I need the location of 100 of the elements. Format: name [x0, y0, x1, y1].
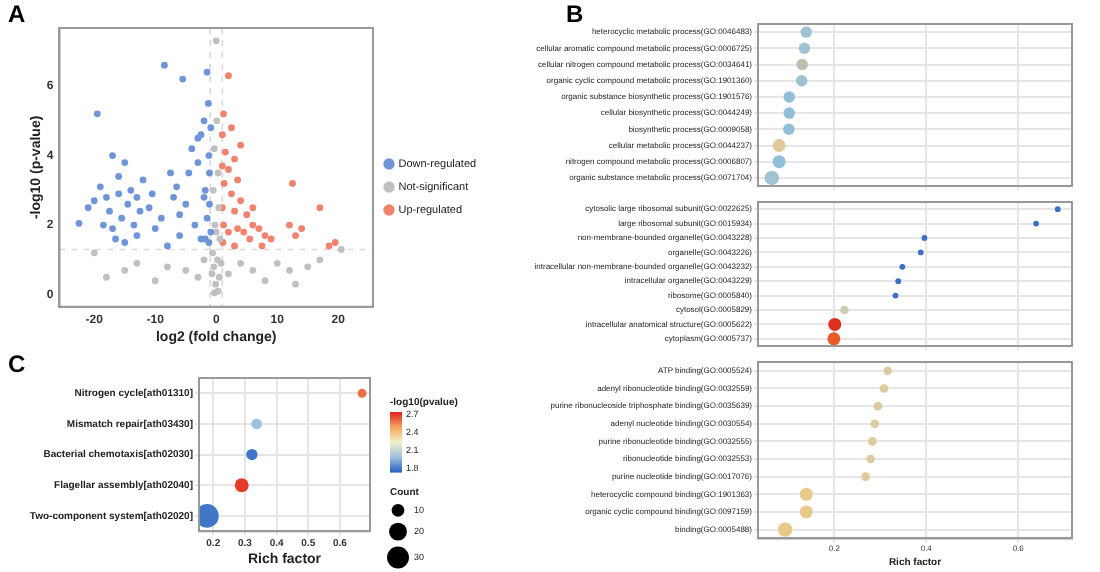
point [205, 152, 213, 159]
point [210, 263, 218, 271]
point [209, 186, 217, 194]
point [237, 141, 245, 149]
point [228, 124, 235, 132]
point [231, 242, 238, 250]
point [182, 200, 190, 208]
point [194, 273, 202, 281]
point [109, 152, 116, 159]
point [204, 100, 212, 107]
chart-title: B [566, 0, 584, 28]
point [136, 207, 144, 215]
point [200, 117, 208, 125]
point [127, 186, 135, 194]
point [160, 61, 168, 69]
point [151, 277, 159, 285]
point [221, 148, 229, 156]
point [203, 68, 211, 76]
point [249, 221, 257, 229]
point [228, 190, 235, 198]
point [133, 259, 141, 267]
point [173, 183, 180, 191]
point [207, 228, 215, 236]
point [188, 145, 196, 153]
point [121, 239, 129, 246]
point [212, 37, 220, 45]
point [209, 249, 216, 257]
point [220, 110, 227, 118]
point [240, 228, 248, 236]
point [206, 169, 213, 177]
point [75, 219, 83, 227]
point [151, 225, 159, 232]
point [206, 200, 213, 208]
point [201, 186, 209, 194]
point [213, 117, 221, 125]
point [225, 270, 232, 278]
point [292, 280, 299, 288]
point [115, 173, 123, 180]
point [273, 259, 281, 267]
point [211, 221, 219, 229]
point [121, 159, 129, 166]
point [325, 242, 333, 250]
point [179, 75, 187, 83]
point [237, 259, 245, 267]
point [185, 169, 193, 177]
point [170, 193, 177, 201]
point [234, 176, 241, 184]
point [337, 246, 345, 253]
point [133, 232, 141, 239]
point [112, 235, 119, 243]
point [84, 204, 92, 212]
point [106, 207, 113, 215]
point [249, 266, 257, 274]
point [215, 273, 223, 281]
point [218, 131, 226, 139]
point [255, 225, 263, 232]
point [145, 204, 153, 212]
point [96, 183, 104, 191]
point [267, 235, 275, 243]
point [292, 232, 299, 239]
point [316, 204, 324, 212]
point [130, 221, 138, 229]
point [109, 225, 116, 232]
chart-title: C [8, 350, 26, 378]
point [218, 162, 226, 170]
chart-title: A [8, 0, 26, 28]
point [200, 193, 208, 201]
point [103, 193, 110, 201]
point [194, 159, 202, 166]
point [304, 263, 312, 271]
point [182, 266, 190, 274]
point [225, 166, 232, 173]
point [331, 239, 339, 246]
point [214, 169, 222, 177]
point [148, 190, 156, 198]
point [176, 232, 184, 239]
point [167, 169, 174, 177]
point [90, 197, 98, 205]
point [261, 277, 269, 285]
point [234, 225, 241, 232]
point [316, 256, 324, 264]
point [115, 190, 123, 198]
point [220, 221, 227, 229]
point [176, 211, 184, 219]
point [286, 221, 293, 229]
point [211, 145, 218, 153]
point [212, 280, 220, 288]
point [133, 193, 141, 201]
point [139, 176, 147, 184]
point [99, 221, 107, 229]
point [231, 155, 238, 163]
point [237, 197, 245, 205]
point [121, 266, 129, 274]
point [286, 266, 293, 274]
point [298, 225, 306, 232]
point [208, 270, 216, 278]
point [243, 211, 251, 219]
point [203, 214, 211, 222]
point [249, 204, 257, 212]
point [157, 214, 165, 222]
